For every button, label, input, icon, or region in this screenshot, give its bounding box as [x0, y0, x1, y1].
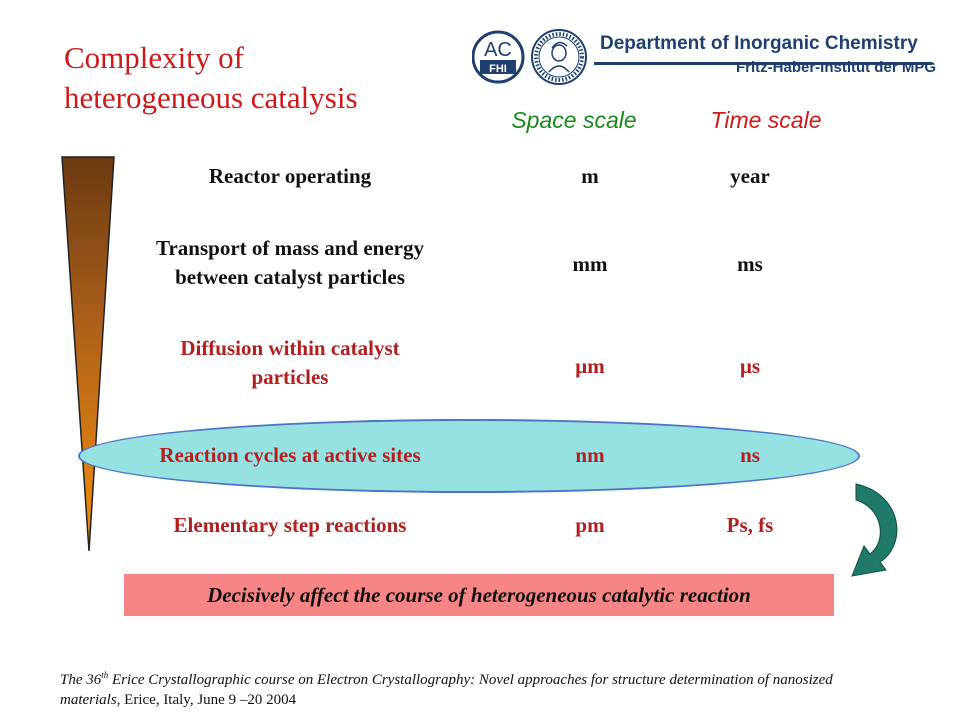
footer-superscript: th [101, 670, 109, 680]
space-scale-reaction-cycles: nm [575, 443, 605, 467]
time-scale-diffusion: μs [739, 354, 761, 378]
title-line-2: heterogeneous catalysis [64, 80, 358, 115]
space-scale-header: Space scale [511, 107, 637, 133]
footer-part-1: The 36 [60, 672, 102, 688]
level-reaction-cycles: Reaction cycles at active sites [159, 443, 421, 467]
space-scale-reactor: m [581, 164, 599, 188]
level-transport-line-2: between catalyst particles [175, 265, 405, 289]
logo-fhi-text: FHI [489, 63, 507, 75]
scale-wedge [61, 156, 115, 552]
level-transport: Transport of mass and energy between cat… [100, 234, 480, 292]
time-scale-elementary: Ps, fs [726, 513, 774, 537]
conclusion-text: Decisively affect the course of heteroge… [207, 582, 751, 607]
space-scale-elementary: pm [575, 513, 605, 537]
highlight-ellipse [78, 419, 860, 493]
conclusion-banner: Decisively affect the course of heteroge… [124, 574, 834, 616]
time-scale-transport: ms [737, 252, 763, 276]
time-scale-reactor: year [730, 164, 770, 188]
logo-ac-text: AC [484, 39, 512, 61]
level-transport-line-1: Transport of mass and energy [156, 236, 424, 260]
footer-part-2: Erice Crystallographic course on Electro… [60, 672, 833, 708]
footer-citation: The 36th Erice Crystallographic course o… [60, 665, 840, 710]
space-scale-transport: mm [572, 252, 608, 276]
department-name: Department of Inorganic Chemistry [600, 33, 918, 54]
footer-part-3: Erice, Italy, June 9 –20 2004 [120, 692, 297, 708]
space-scale-diffusion: μm [575, 354, 605, 378]
slide-title: Complexity of heterogeneous catalysis [64, 38, 424, 118]
time-scale-reaction-cycles: ns [740, 443, 760, 467]
level-elementary-steps: Elementary step reactions [173, 513, 407, 537]
time-scale-header: Time scale [710, 107, 822, 133]
minerva-head-icon [551, 44, 567, 62]
level-diffusion: Diffusion within catalyst particles [100, 334, 480, 392]
level-reactor-operating: Reactor operating [208, 164, 372, 188]
title-line-1: Complexity of [64, 40, 244, 75]
institute-name: Fritz-Haber-Institut der MPG [735, 59, 936, 76]
curved-arrow-icon [851, 483, 898, 577]
fhi-logo: AC FHI [472, 29, 932, 85]
level-diffusion-line-1: Diffusion within catalyst [180, 336, 400, 360]
level-diffusion-line-2: particles [251, 365, 329, 389]
